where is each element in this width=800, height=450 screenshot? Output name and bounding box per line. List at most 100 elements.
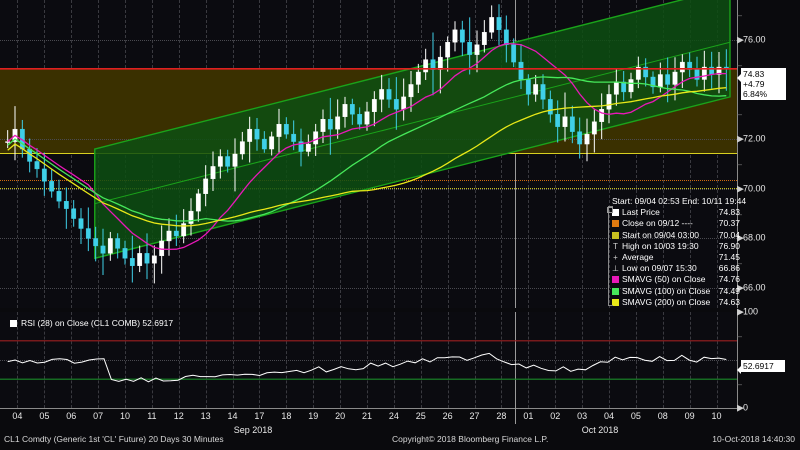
price-tick: ▶76.00: [737, 34, 766, 45]
horizontal-gridline: [0, 288, 737, 290]
legend-item[interactable]: Start on 09/04 03:00 70.04: [608, 230, 740, 241]
price-tick-minor: –: [737, 59, 743, 70]
channel-midline: [94, 41, 731, 205]
time-tick-label: 08: [657, 411, 668, 421]
time-tick-label: 03: [577, 411, 588, 421]
time-tick-label: 24: [388, 411, 399, 421]
time-tick-label: 21: [361, 411, 373, 421]
legend-header: Start: 09/04 02:53 End: 10/11 19:44: [612, 196, 747, 206]
time-tick-label: 25: [415, 411, 426, 421]
rsi-value-callout: 52.6917: [737, 360, 785, 374]
time-tick-label: 12: [173, 411, 184, 421]
rsi-indicator-header: RSI (28) on Close (CL1 COMB) 52.6917: [10, 318, 173, 328]
time-tick-label: 27: [469, 411, 480, 421]
vertical-gridline: [609, 0, 610, 308]
legend-item[interactable]: ⊥ Low on 09/07 15:30 66.86: [608, 263, 740, 274]
chart-legend[interactable]: Start: 09/04 02:53 End: 10/11 19:44 Last…: [607, 196, 747, 308]
month-label: Sep 2018: [233, 425, 273, 435]
legend-marker-icon: ⊥: [612, 264, 619, 274]
price-tick-label: 68.00: [743, 232, 766, 243]
legend-item-label: SMAVG (50) on Close: [622, 274, 706, 285]
price-axis-line: [737, 0, 738, 308]
legend-swatch: [612, 209, 619, 217]
footer-timestamp: 10-Oct-2018 14:40:30: [712, 434, 795, 444]
callout-change: +4.79: [743, 79, 765, 89]
legend-item[interactable]: SMAVG (50) on Close 74.76: [608, 274, 740, 285]
price-tick-minor: –: [737, 158, 743, 169]
time-tick-label: 10: [119, 411, 131, 421]
price-tick: ▶68.00: [737, 232, 766, 243]
legend-item[interactable]: + Average 71.45: [608, 252, 740, 263]
price-tick: ▶66.00: [737, 282, 766, 293]
vertical-gridline: [582, 0, 584, 308]
month-divider-tick: [514, 408, 516, 424]
legend-item-value: 74.83: [718, 207, 740, 218]
rsi-color-swatch: [10, 319, 17, 327]
legend-item-label: Low on 09/07 15:30: [622, 263, 697, 274]
legend-marker-icon: +: [613, 252, 618, 262]
legend-item-label: SMAVG (200) on Close: [622, 296, 711, 307]
vertical-gridline: [635, 0, 637, 308]
legend-item-label: SMAVG (100) on Close: [622, 285, 711, 296]
legend-item-value: 74.63: [718, 296, 740, 307]
time-tick-label: 14: [227, 411, 238, 421]
rsi-axis-line: [737, 312, 738, 408]
time-tick-label: 13: [200, 411, 211, 421]
time-tick-label: 04: [603, 411, 615, 421]
rsi-chart-panel[interactable]: [0, 312, 737, 409]
legend-item[interactable]: Last Price 74.83: [608, 207, 740, 218]
candlestick-series: [5, 4, 729, 284]
price-tick-label: 70.00: [743, 183, 766, 194]
time-tick-label: 10: [711, 411, 722, 421]
price-tick: ▶70.00: [737, 183, 766, 194]
legend-swatch: [612, 231, 619, 239]
legend-item-value: 70.37: [718, 218, 740, 229]
legend-item-value: 76.90: [718, 240, 740, 251]
legend-swatch: [612, 276, 619, 284]
legend-item[interactable]: SMAVG (200) on Close 74.63: [608, 297, 740, 308]
rsi-axis: ▶100 ▶0 – –: [737, 307, 800, 413]
callout-percent: 6.84%: [743, 89, 768, 99]
month-divider: [514, 0, 516, 308]
horizontal-gridline: [0, 39, 737, 41]
vertical-gridline: [71, 0, 73, 308]
price-tick-label: 66.00: [743, 282, 766, 293]
callout-price: 74.83: [743, 69, 765, 79]
time-axis: 04 05 06 07 10 11 12 13 14 17 18 19 20 21 24 25 26 27 28 01…: [0, 408, 800, 450]
legend-item[interactable]: Close on 09/12 ---- 70.37: [608, 218, 740, 229]
legend-item-label: Average: [622, 251, 654, 262]
time-tick-label: 02: [550, 411, 561, 421]
legend-item-value: 66.86: [718, 263, 740, 274]
price-tick-label: 76.00: [743, 34, 766, 45]
vertical-gridline: [662, 0, 664, 308]
legend-swatch: [612, 298, 619, 306]
legend-item[interactable]: T High on 10/03 19:30 76.90: [608, 241, 740, 252]
price-plot: [0, 0, 737, 284]
time-tick-label: 05: [39, 411, 50, 421]
price-tick-minor: –: [737, 9, 743, 20]
footer-bar: CL1 Comdty (Generic 1st 'CL' Future) 20 …: [0, 434, 800, 448]
time-tick-label: 06: [66, 411, 77, 421]
vertical-gridline: [716, 0, 718, 308]
rsi-plot: [0, 340, 737, 383]
time-tick-label: 19: [308, 411, 319, 421]
rsi-line: [7, 352, 727, 383]
vertical-gridline: [17, 0, 19, 308]
smavg-100-line: [7, 76, 727, 222]
price-tick-minor: –: [737, 109, 743, 120]
horizontal-gridline: [0, 238, 737, 240]
price-chart-panel[interactable]: [0, 0, 737, 308]
time-tick-label: 11: [147, 411, 157, 421]
legend-expander-icon[interactable]: [607, 207, 613, 213]
time-tick-label: 04: [12, 411, 23, 421]
price-axis: ▶76.00 ▶72.00 ▶70.00 ▶68.00 ▶66.00 – – – – – –: [737, 0, 800, 308]
month-label: Oct 2018: [581, 425, 619, 435]
legend-swatch: [612, 287, 619, 295]
legend-item-label: Close on 09/12 ----: [622, 218, 693, 229]
footer-copyright: Copyright© 2018 Bloomberg Finance L.P.: [392, 434, 549, 444]
legend-item[interactable]: SMAVG (100) on Close 74.49: [608, 286, 740, 297]
time-tick-label: 18: [281, 411, 292, 421]
rsi-midline: [0, 360, 737, 361]
vertical-gridline: [528, 0, 530, 308]
